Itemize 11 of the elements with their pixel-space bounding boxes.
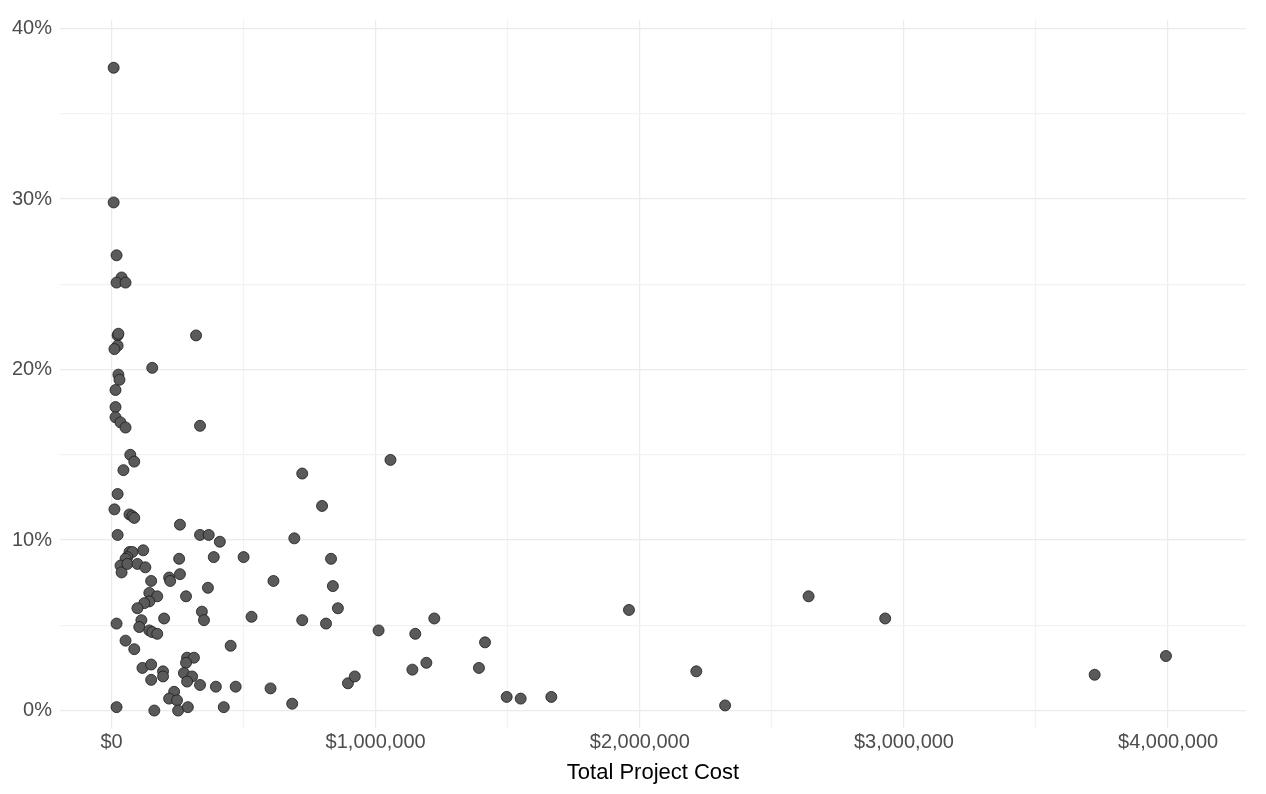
x-tick-label: $2,000,000 [589,730,690,753]
y-tick-label: 20% [12,357,53,380]
y-tick-label: 0% [23,698,53,721]
x-tick-label: $4,000,000 [1118,730,1219,753]
y-tick-label: 30% [12,186,53,209]
x-tick-label: $1,000,000 [325,730,426,753]
x-tick-label: $0 [100,730,123,753]
x-tick-label: $3,000,000 [853,730,954,753]
y-tick-label: 10% [12,527,53,550]
y-tick-label: 40% [12,16,53,39]
x-axis-title: Total Project Cost [566,758,740,784]
